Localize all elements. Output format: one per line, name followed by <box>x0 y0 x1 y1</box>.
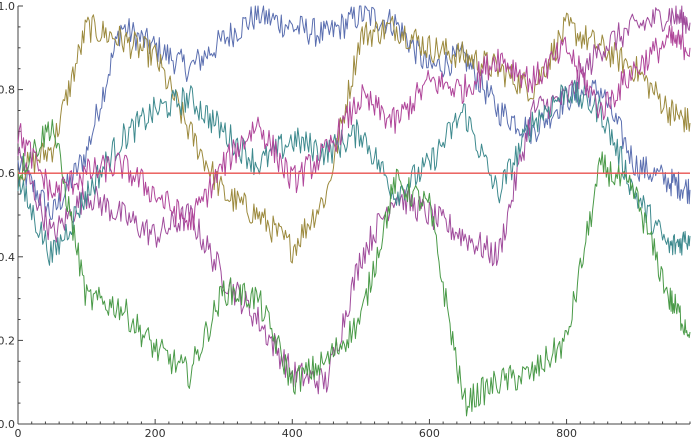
x-tick-label: 200 <box>145 427 166 440</box>
x-tick-label: 800 <box>556 427 577 440</box>
series-line-3 <box>17 5 691 395</box>
series-line-5 <box>17 119 691 417</box>
y-tick-label: 0.2 <box>0 334 15 347</box>
series-line-4 <box>17 79 691 266</box>
x-tick-label: 0 <box>15 427 22 440</box>
y-tick-label: 0.8 <box>0 84 15 97</box>
series-line-1 <box>17 5 691 220</box>
y-tick-label: 0.4 <box>0 251 15 264</box>
y-tick-label: 1.0 <box>0 0 15 13</box>
y-tick-label: 0.6 <box>0 167 15 180</box>
x-tick-label: 600 <box>419 427 440 440</box>
x-tick-label: 400 <box>282 427 303 440</box>
series-line-2 <box>17 12 691 264</box>
y-tick-label: 0.0 <box>0 418 15 431</box>
series-line-6 <box>17 25 691 231</box>
